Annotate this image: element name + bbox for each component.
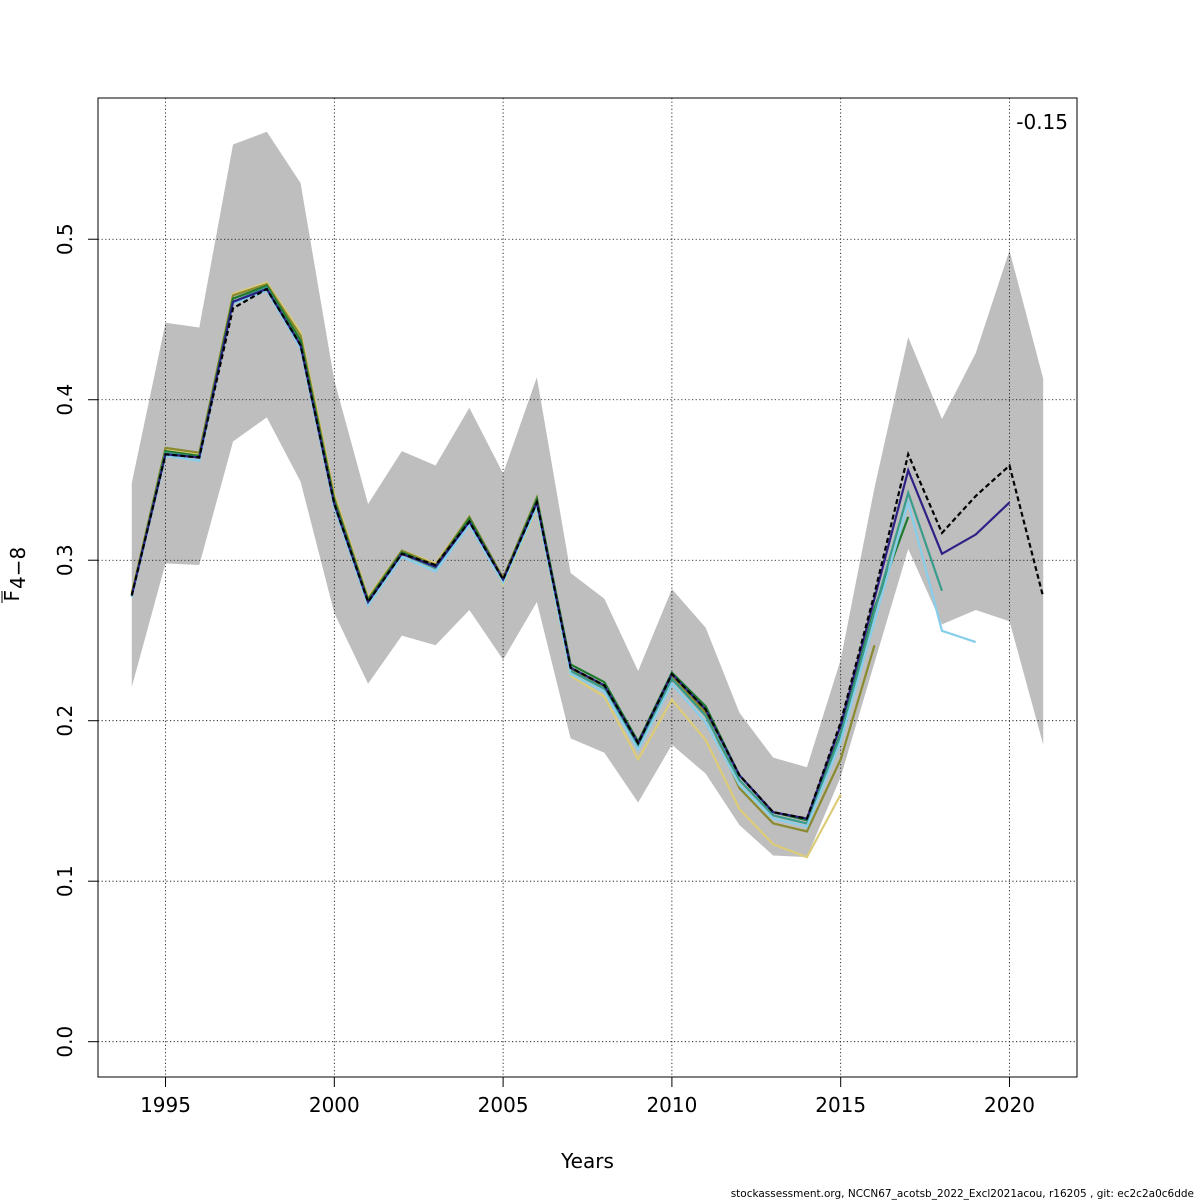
x-tick-label: 2015 <box>815 1093 866 1117</box>
y-axis-title-subscript: 4−8 <box>6 547 30 589</box>
series-line-main <box>130 287 1045 820</box>
x-tick-label: 2020 <box>984 1093 1035 1117</box>
confidence-band-layer <box>131 131 1044 858</box>
plot-frame <box>97 97 1078 1078</box>
y-tick-label: 0.1 <box>53 865 77 897</box>
grid-layer <box>98 98 1077 1077</box>
x-axis-title: Years <box>560 1149 614 1173</box>
y-tick-label: 0.2 <box>53 705 77 737</box>
y-tick-label: 0.5 <box>53 223 77 255</box>
y-tick-label: 0.0 <box>53 1026 77 1058</box>
y-tick-label: 0.3 <box>53 544 77 576</box>
confidence-band <box>131 131 1044 858</box>
y-axis-title-main: F <box>0 590 24 602</box>
x-tick-label: 2000 <box>309 1093 360 1117</box>
x-tick-label: 1995 <box>140 1093 191 1117</box>
x-tick-label: 2010 <box>646 1093 697 1117</box>
y-axis: 0.0 0.1 0.2 0.3 0.4 0.5 <box>53 223 98 1058</box>
mohn-rho-label: -0.15 <box>1016 110 1068 134</box>
y-tick-label: 0.4 <box>53 384 77 416</box>
y-axis-title: F 4−8 <box>0 547 30 603</box>
footer-credit: stockassessment.org, NCCN67_acotsb_2022_… <box>731 1188 1194 1200</box>
x-axis: 1995 2000 2005 2010 2015 2020 <box>140 1077 1035 1117</box>
x-tick-label: 2005 <box>478 1093 529 1117</box>
series-layer <box>130 281 1045 859</box>
